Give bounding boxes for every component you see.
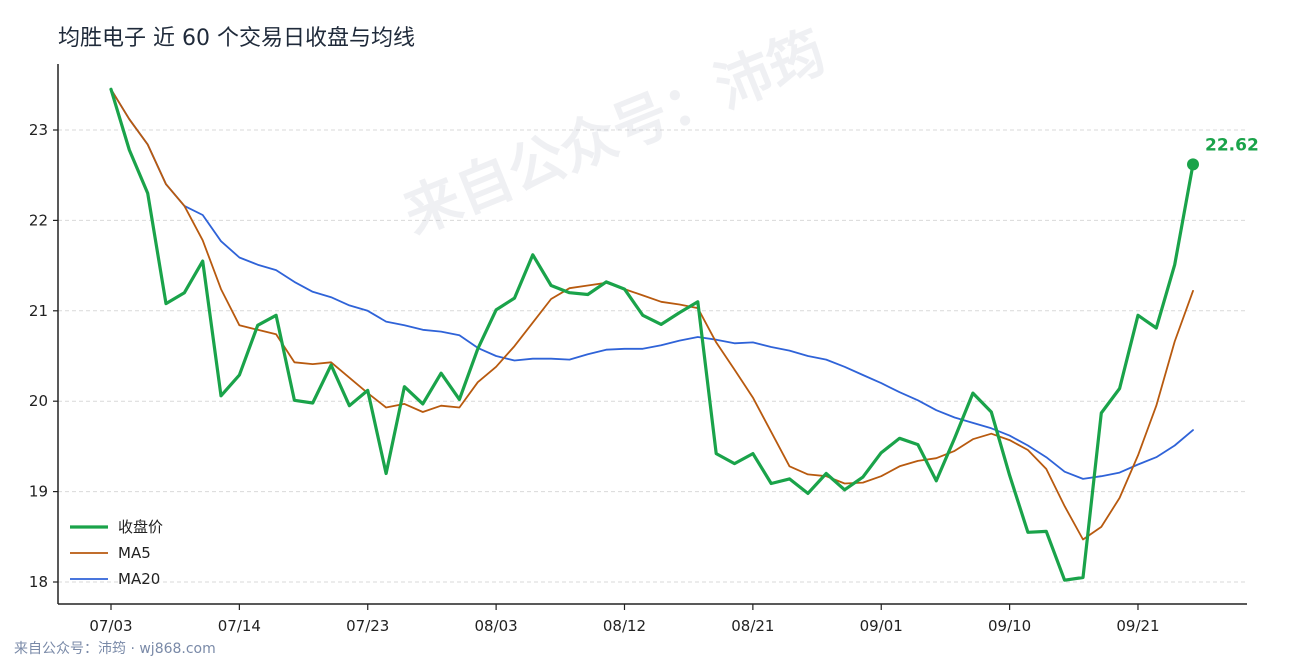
- tick-labels: 18 19 20 21 22 23 07/03 07/14 07/23 08/03 08/12 08/…: [29, 121, 1160, 635]
- y-tick-label: 21: [29, 302, 48, 320]
- legend-label: 收盘价: [118, 518, 163, 536]
- last-close-marker: [1187, 158, 1199, 171]
- legend-label: MA20: [118, 570, 160, 588]
- x-tick-label: 07/03: [89, 617, 132, 635]
- x-tick-label: 08/12: [603, 617, 646, 635]
- y-tick-label: 18: [29, 573, 48, 591]
- x-tick-label: 08/03: [475, 617, 518, 635]
- x-tick-label: 09/01: [860, 617, 903, 635]
- last-point: 22.62: [1187, 135, 1259, 171]
- x-tick-label: 08/21: [731, 617, 774, 635]
- ma20-line: [110, 88, 1194, 480]
- x-tick-label: 09/21: [1116, 617, 1159, 635]
- x-tick-label: 07/14: [218, 617, 261, 635]
- grid-lines: [58, 129, 1247, 583]
- series-lines: [109, 87, 1195, 582]
- x-tick-label: 07/23: [346, 617, 389, 635]
- axes: [57, 64, 1247, 605]
- ma5-line: [110, 88, 1194, 541]
- chart-title: 均胜电子 近 60 个交易日收盘与均线: [58, 26, 415, 51]
- footer-credit: 来自公众号：沛筠 · wj868.com: [14, 641, 216, 657]
- y-tick-label: 19: [29, 483, 48, 501]
- legend-label: MA5: [118, 544, 151, 562]
- legend: 收盘价 MA5 MA20: [70, 518, 163, 588]
- y-tick-label: 22: [29, 211, 48, 229]
- y-tick-label: 20: [29, 392, 48, 410]
- last-close-label: 22.62: [1205, 135, 1259, 155]
- x-tick-label: 09/10: [988, 617, 1031, 635]
- close-price-line: [109, 87, 1195, 582]
- y-tick-label: 23: [29, 121, 48, 139]
